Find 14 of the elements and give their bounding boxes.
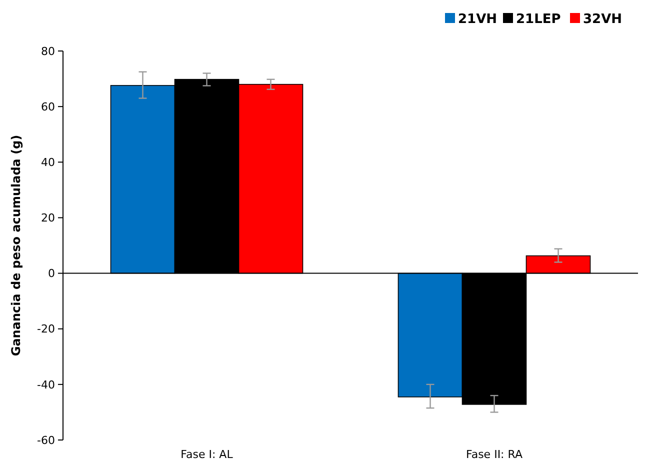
- legend-label: 21LEP: [516, 12, 561, 27]
- legend-label: 21VH: [458, 12, 498, 27]
- y-tick-label: -20: [37, 322, 55, 336]
- x-tick-label: Fase II: RA: [466, 448, 523, 461]
- y-tick-label: 60: [41, 100, 55, 114]
- y-tick-label: -60: [37, 434, 55, 447]
- y-tick-label: 0: [48, 267, 55, 280]
- y-tick-label: 20: [41, 212, 55, 225]
- y-axis-title: Ganancia de peso acumulada (g): [9, 134, 23, 356]
- y-tick-label: 40: [41, 156, 55, 169]
- legend-label: 32VH: [583, 12, 622, 27]
- y-tick-label: 80: [41, 44, 55, 58]
- y-tick-label: -40: [37, 378, 55, 392]
- x-tick-label: Fase I: AL: [180, 448, 234, 461]
